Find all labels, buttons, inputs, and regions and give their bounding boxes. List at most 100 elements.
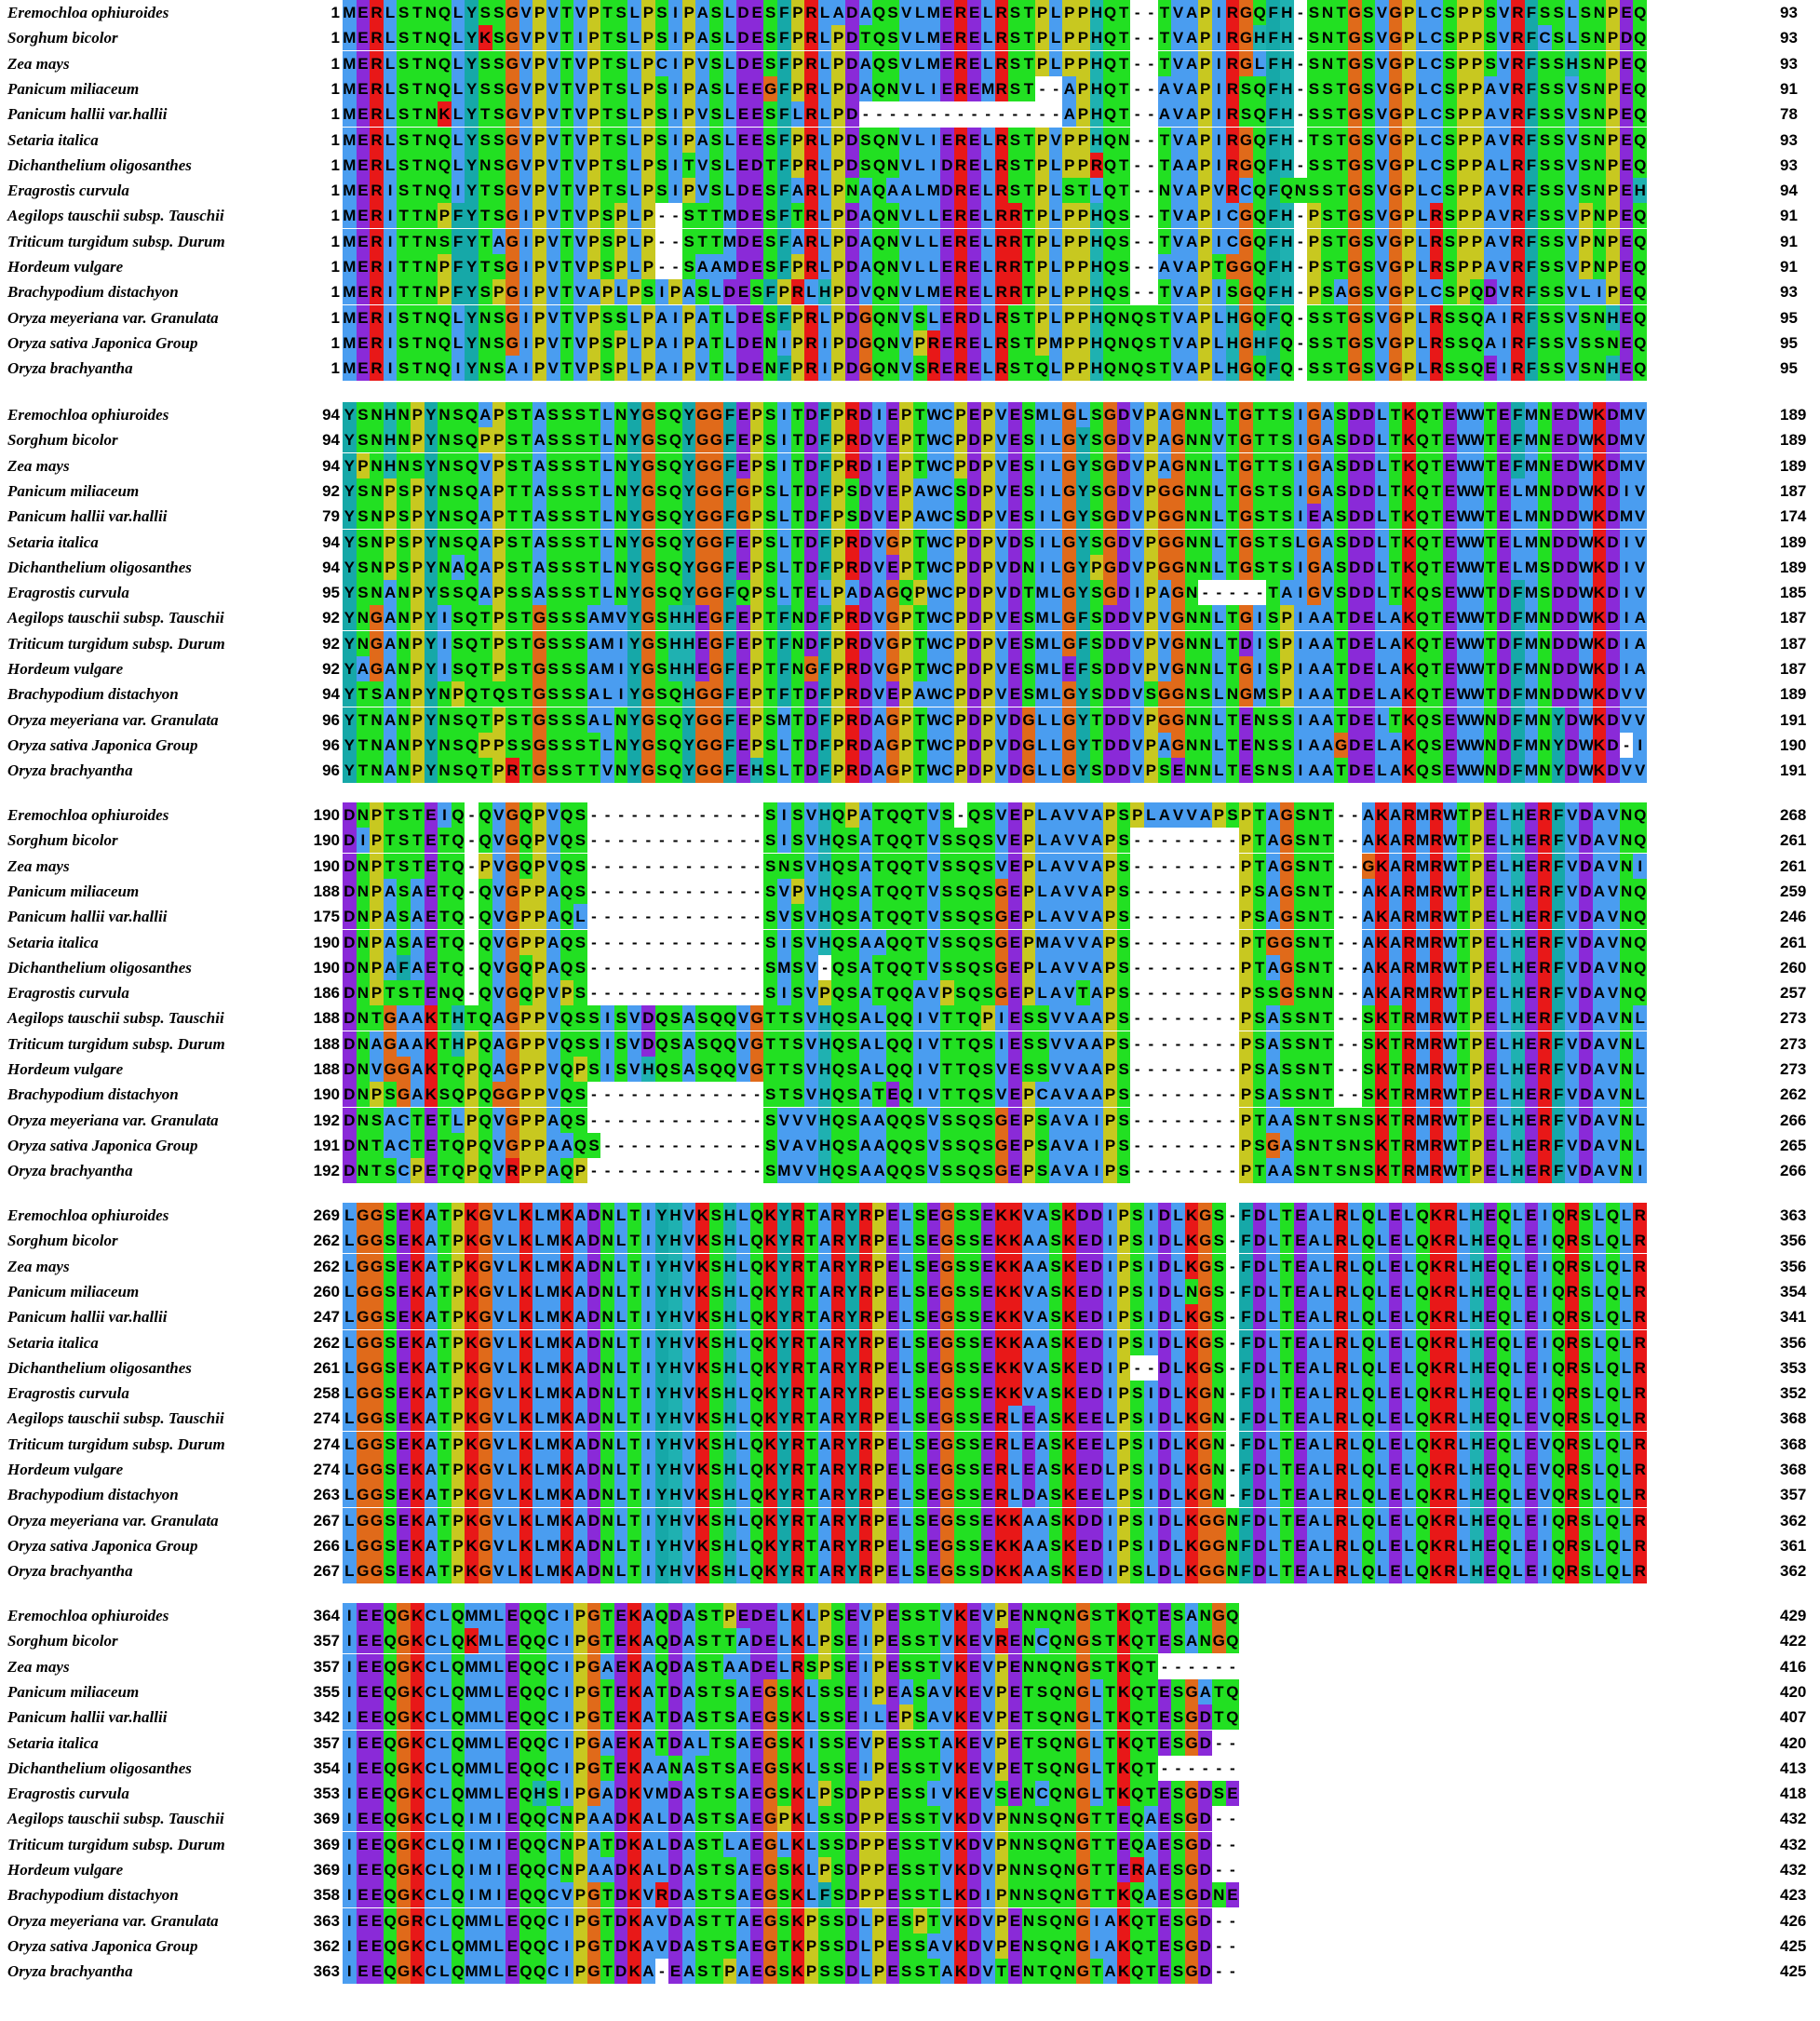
residue-cell: D (343, 904, 357, 929)
residue-cell: N (613, 733, 628, 758)
residue-cell: A (858, 229, 873, 254)
residue-cell: V (899, 76, 913, 101)
residue-cell: I (1212, 203, 1226, 228)
residue-cell: T (1076, 980, 1090, 1005)
residue-cell: P (1470, 254, 1484, 279)
residue-cell: S (573, 707, 587, 733)
residue-cell: E (1551, 402, 1566, 427)
residue-cell: T (1021, 153, 1036, 178)
gap-cell: - (1225, 1158, 1240, 1183)
residue-cell: N (370, 402, 384, 427)
residue-cell: P (492, 279, 506, 304)
residue-cell: V (1565, 828, 1580, 853)
residue-cell: T (519, 631, 533, 656)
residue-cell: E (1293, 1254, 1308, 1279)
residue-cell: V (546, 203, 560, 228)
residue-cell: P (831, 101, 845, 127)
sequence-residues: D N T G A A K T H T Q A G P P V Q S S I S V D Q S A S QQ V G T T S V H Q S A L… (343, 1005, 1647, 1031)
residue-cell: Q (478, 802, 492, 828)
residue-cell: V (1565, 1031, 1580, 1057)
gap-cell: - (613, 802, 628, 828)
residue-cell: S (1021, 656, 1036, 681)
residue-cell: V (804, 1108, 818, 1133)
residue-cell: I (872, 453, 886, 478)
residue-cell: I (519, 229, 533, 254)
residue-cell: S (506, 555, 519, 580)
residue-cell: P (1470, 1057, 1484, 1082)
residue-cell: Y (681, 402, 696, 427)
residue-cell: D (736, 330, 750, 356)
residue-cell: T (586, 733, 601, 758)
residue-cell: R (370, 153, 384, 178)
residue-cell: W (1579, 530, 1593, 555)
residue-cell: T (763, 153, 777, 178)
residue-cell: Q (1497, 1228, 1512, 1253)
residue-cell: Q (1252, 178, 1267, 203)
residue-cell: V (899, 229, 913, 254)
residue-cell: L (1048, 733, 1063, 758)
residue-cell: P (533, 904, 546, 929)
residue-cell: S (1361, 51, 1376, 76)
residue-cell: E (1388, 1203, 1403, 1228)
residue-cell: M (1415, 955, 1430, 980)
residue-cell: D (1579, 980, 1593, 1005)
residue-cell: D (736, 305, 750, 330)
residue-cell: V (1375, 153, 1389, 178)
residue-cell: Y (654, 1279, 669, 1304)
residue-cell: P (519, 904, 533, 929)
residue-cell: E (736, 76, 750, 101)
residue-cell: T (872, 955, 886, 980)
residue-cell: E (749, 76, 764, 101)
gap-cell: - (817, 955, 832, 980)
end-position: 93 (1780, 29, 1798, 47)
residue-cell: S (844, 504, 859, 529)
residue-cell: A (1483, 203, 1498, 228)
residue-cell: Q (1415, 758, 1430, 783)
residue-cell: Q (885, 1158, 900, 1183)
residue-cell: K (1402, 631, 1416, 656)
residue-cell: K (1375, 828, 1389, 853)
residue-cell: V (492, 854, 506, 879)
gap-cell: - (613, 828, 628, 853)
residue-cell: R (994, 330, 1009, 356)
residue-cell: R (1565, 1203, 1580, 1228)
residue-cell: R (1538, 879, 1552, 904)
residue-cell: E (1171, 758, 1185, 783)
residue-cell: D (641, 1031, 655, 1057)
residue-cell: A (1266, 802, 1280, 828)
residue-cell: N (1116, 330, 1131, 356)
residue-cell: S (1212, 1228, 1226, 1253)
residue-cell: S (1252, 555, 1267, 580)
residue-cell: P (1456, 229, 1471, 254)
residue-cell: P (438, 279, 452, 304)
residue-cell: D (1347, 478, 1362, 504)
residue-cell: K (1008, 1254, 1022, 1279)
residue-cell: T (1429, 478, 1444, 504)
residue-cell: N (356, 1005, 371, 1031)
residue-cell: Q (492, 681, 506, 707)
residue-cell: R (506, 1158, 519, 1183)
gap-cell: - (1184, 1031, 1199, 1057)
residue-cell: N (356, 904, 371, 929)
residue-cell: G (370, 1203, 384, 1228)
residue-cell: A (1388, 605, 1403, 630)
gap-cell: - (1198, 854, 1212, 879)
residue-cell: A (1157, 802, 1172, 828)
residue-cell: V (1171, 0, 1185, 25)
residue-cell: S (654, 427, 669, 452)
residue-cell: L (627, 101, 642, 127)
residue-cell: N (397, 681, 411, 707)
residue-cell: P (980, 555, 995, 580)
residue-cell: A (546, 904, 560, 929)
species-name: Sorghum bicolor (7, 1232, 118, 1249)
residue-cell: P (383, 478, 398, 504)
residue-cell: G (1239, 427, 1253, 452)
residue-cell: T (465, 1005, 479, 1031)
residue-cell: S (953, 1279, 968, 1304)
residue-cell: H (1089, 254, 1104, 279)
residue-cell: P (980, 427, 995, 452)
residue-cell: V (1606, 828, 1620, 853)
residue-cell: S (573, 1005, 587, 1031)
residue-cell: E (1483, 1203, 1498, 1228)
residue-cell: Y (844, 1254, 859, 1279)
